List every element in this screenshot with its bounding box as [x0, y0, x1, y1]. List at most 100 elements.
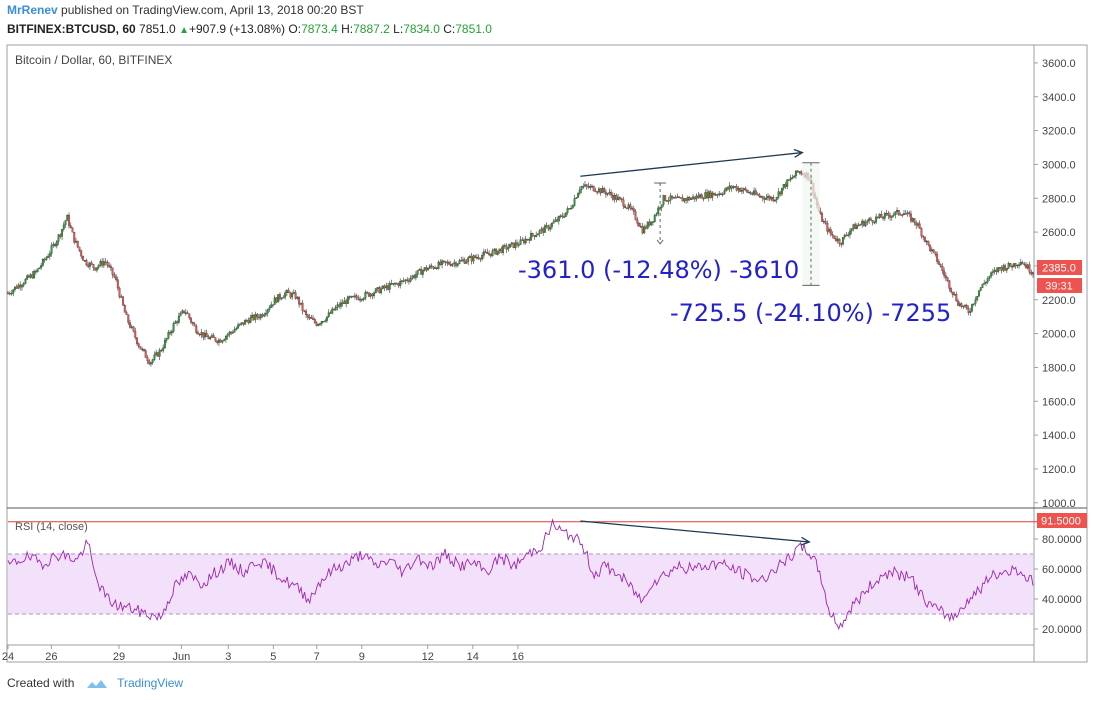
rsi-trendline[interactable] — [580, 520, 810, 543]
candle-body — [291, 293, 294, 298]
candle-body — [420, 268, 423, 275]
rsi-title: RSI (14, close) — [15, 521, 88, 533]
candle-body — [449, 264, 452, 266]
candle-body — [561, 215, 564, 217]
rsi-axis[interactable]: 80.0000 60.0000 40.0000 20.0000 — [1034, 534, 1082, 636]
candle-body — [1007, 263, 1010, 269]
price-axis[interactable]: 3600.03400.03200.03000.02800.02600.02400… — [1034, 58, 1076, 510]
candle-body — [319, 323, 321, 325]
candle-body — [686, 197, 689, 201]
candle-body — [918, 223, 921, 229]
candle-body — [190, 317, 192, 323]
candle-body — [261, 314, 264, 317]
candle-body — [983, 282, 986, 285]
candle-body — [258, 316, 260, 319]
candle-body — [155, 352, 158, 356]
candle-body — [655, 213, 658, 216]
price-tick-label: 2000.0 — [1042, 329, 1076, 341]
candle-body — [296, 297, 299, 299]
candle-body — [979, 287, 982, 291]
candle-body — [706, 192, 708, 199]
candle-body — [585, 184, 588, 187]
candle-body — [704, 192, 707, 199]
candle-body — [129, 322, 131, 328]
candle-body — [610, 191, 613, 196]
brand-link[interactable]: TradingView — [117, 676, 184, 690]
candle-body — [458, 260, 461, 264]
candle-body — [71, 227, 74, 233]
candle-body — [14, 286, 16, 290]
drawings[interactable] — [580, 148, 820, 546]
candle-body — [751, 193, 754, 195]
candle-body — [782, 184, 785, 189]
close-value: 7851.0 — [455, 22, 492, 36]
candle-body — [1023, 263, 1026, 266]
candle-body — [910, 213, 912, 222]
candle-body — [407, 280, 410, 282]
candle-body — [829, 229, 832, 235]
candle-body — [901, 214, 904, 216]
candle-body — [730, 185, 733, 189]
footer: Created with TradingView — [7, 676, 183, 690]
candle-body — [324, 320, 327, 322]
candle-body — [645, 226, 647, 229]
countdown-badge — [1037, 278, 1082, 293]
candle-body — [66, 214, 69, 221]
candle-body — [564, 212, 567, 217]
tradingview-logo-icon — [86, 679, 107, 688]
candle-body — [538, 230, 541, 235]
high-value: 7887.2 — [353, 22, 390, 36]
candle-body — [878, 213, 881, 218]
candle-body — [186, 312, 189, 315]
rsi-tick-label: 20.0000 — [1042, 624, 1082, 636]
candle-body — [287, 290, 290, 294]
candle-body — [662, 195, 665, 205]
candle-body — [709, 191, 712, 198]
candle-body — [953, 294, 956, 296]
price-tick-label: 2200.0 — [1042, 295, 1076, 307]
countdown-label: 39:31 — [1045, 281, 1073, 293]
candle-body — [294, 292, 297, 299]
candle-body — [822, 221, 825, 223]
candle-body — [327, 312, 330, 317]
candle-body — [355, 295, 358, 298]
candle-body — [272, 304, 274, 306]
candle-body — [373, 292, 376, 297]
candle-body — [869, 218, 872, 221]
candle-body — [836, 238, 839, 241]
candle-body — [421, 270, 424, 275]
candle-body — [580, 186, 583, 190]
candle-body — [615, 194, 618, 201]
candle-body — [247, 320, 250, 324]
candle-body — [502, 245, 505, 253]
candle-body — [69, 225, 72, 228]
candle-body — [862, 220, 865, 227]
candle-body — [707, 191, 710, 199]
candle-body — [216, 340, 219, 343]
measure-label-1[interactable]: -361.0 (-12.48%) -3610 — [518, 256, 799, 284]
candle-body — [859, 224, 862, 226]
candle-body — [774, 199, 776, 202]
candle-body — [31, 274, 34, 279]
author-name[interactable]: MrRenev — [7, 3, 58, 17]
candle-body — [758, 194, 761, 197]
candle-body — [800, 171, 803, 174]
candle-body — [753, 190, 756, 195]
candle-body — [348, 296, 351, 298]
candle-body — [24, 278, 27, 284]
candle-body — [1004, 265, 1007, 271]
candle-body — [441, 260, 444, 265]
price-trendline[interactable] — [580, 151, 803, 177]
candle-body — [451, 263, 454, 266]
time-tick-label: 29 — [113, 651, 125, 663]
candle-body — [474, 255, 477, 258]
candle-body — [299, 302, 302, 305]
candle-body — [50, 245, 53, 254]
candle-body — [116, 279, 119, 289]
measure-label-2[interactable]: -725.5 (-24.10%) -7255 — [670, 299, 951, 327]
candle-body — [394, 283, 396, 285]
candle-body — [115, 276, 118, 280]
candle-body — [526, 238, 529, 241]
time-axis[interactable]: 24 26 29 Jun 3 5 7 9 12 14 16 — [2, 645, 524, 663]
